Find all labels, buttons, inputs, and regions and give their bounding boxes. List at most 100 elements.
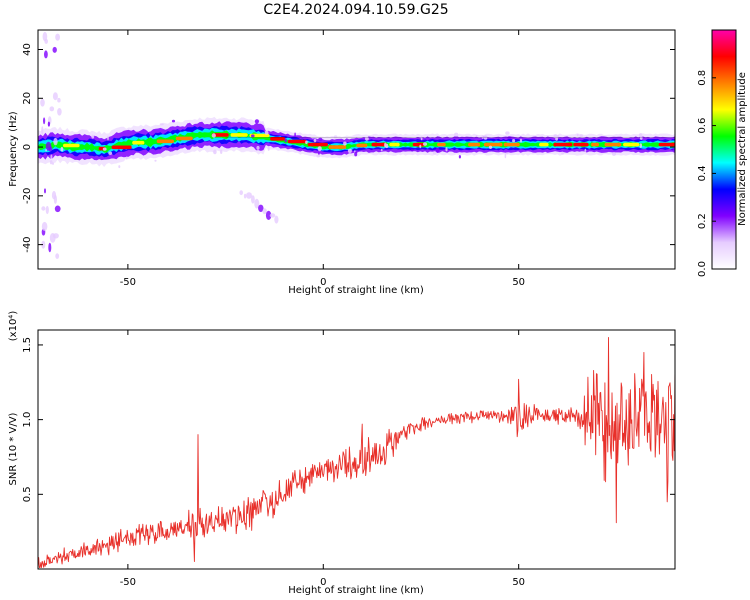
spectrogram-speckle <box>505 131 510 135</box>
snr-x-tick-label: 0 <box>320 577 326 588</box>
spectrogram-ridge-peak <box>307 142 328 147</box>
spectrogram-y-tick-label: 0 <box>22 144 33 150</box>
snr-y-tick-label: 1.5 <box>22 337 33 353</box>
spectrogram-speckle <box>154 159 157 162</box>
snr-x-label: Height of straight line (km) <box>288 585 424 596</box>
spectrogram-x-ticks: -50 0 50 <box>120 30 525 288</box>
spectrogram-speckle <box>507 136 512 140</box>
spectrogram-panel: -50 0 50 -40 -20 0 20 40 Height of straight li… <box>8 29 676 296</box>
spectrogram-speckle <box>365 136 369 141</box>
spectrogram-speckle <box>41 206 46 211</box>
spectrogram-speckle <box>347 148 352 153</box>
spectrogram-speckle <box>264 130 269 135</box>
spectrogram-y-tick-label: 40 <box>22 43 33 56</box>
spectrogram-speckle <box>284 138 287 143</box>
spectrogram-band-4 <box>38 130 675 153</box>
spectrogram-speckle <box>262 208 267 215</box>
spectrogram-ridge-peak <box>175 136 193 141</box>
spectrogram-ridge-peak <box>111 145 132 150</box>
spectrogram-ridge-peak <box>483 142 503 147</box>
spectrogram-ridge-peak <box>623 142 640 147</box>
spectrogram-frame <box>37 29 676 270</box>
colorbar-label: Normalized spectral amplitude <box>737 72 748 226</box>
snr-frame <box>37 329 676 570</box>
colorbar-tick-label: 0.0 <box>697 261 708 277</box>
spectrogram-speckle <box>41 126 44 136</box>
spectrogram-speckle <box>57 108 62 116</box>
snr-x-tick-label: 50 <box>512 577 525 588</box>
spectrogram-speckle <box>239 190 243 196</box>
spectrogram-ridge-peak <box>503 142 520 147</box>
spectrogram-speckle <box>579 134 584 138</box>
spectrogram-ridge-peak <box>63 143 80 148</box>
snr-x-tick-label: -50 <box>120 577 136 588</box>
spectrogram-speckle <box>639 133 643 137</box>
spectrogram-ridge-peak <box>371 142 387 147</box>
spectrogram-speckle <box>45 148 47 152</box>
spectrogram-speckle <box>420 136 423 141</box>
spectrogram-speckle <box>488 145 493 149</box>
spectrogram-ridge-peak <box>211 133 229 137</box>
spectrogram-speckle <box>107 135 109 141</box>
spectrogram-speckle <box>410 149 414 152</box>
spectrogram-speckle <box>672 147 675 150</box>
snr-x-ticks: -50 0 50 <box>120 330 525 588</box>
spectrogram-ridge-peak <box>591 142 599 147</box>
spectrogram-speckle <box>553 134 558 138</box>
spectrogram-speckle <box>639 135 643 140</box>
snr-y-tick-label: 0.5 <box>22 486 33 502</box>
spectrogram-speckle <box>512 139 516 143</box>
spectrogram-ridge-peak <box>356 143 368 148</box>
spectrogram-speckle <box>557 135 560 138</box>
colorbar-tick-label: 0.8 <box>697 70 708 86</box>
spectrogram-speckle <box>251 195 255 204</box>
spectrogram-ridge-peak <box>412 142 425 147</box>
spectrogram-x-tick-label: -50 <box>120 277 136 288</box>
spectrogram-ridge-peak <box>132 140 145 145</box>
spectrogram-marks <box>38 31 675 259</box>
spectrogram-speckle <box>47 121 51 127</box>
spectrogram-speckle <box>432 151 437 155</box>
spectrogram-ridge-peak <box>328 145 347 149</box>
spectrogram-speckle <box>55 253 60 259</box>
spectrogram-speckle <box>171 119 176 123</box>
spectrogram-speckle <box>481 135 484 139</box>
spectrogram-speckle <box>505 152 509 155</box>
snr-y-multiplier: (x10⁴) <box>8 311 19 342</box>
spectrogram-speckle <box>41 240 46 249</box>
spectrogram-ridge-peak <box>573 142 589 147</box>
spectrogram-speckle <box>385 143 389 149</box>
colorbar-ticks: 0.0 0.2 0.4 0.6 0.8 <box>697 70 716 277</box>
spectrogram-ridge-peak <box>230 133 248 137</box>
spectrogram-speckle <box>380 148 383 152</box>
spectrogram-ridge-peak <box>539 142 549 147</box>
spectrogram-speckle <box>317 146 322 152</box>
snr-y-label: SNR (10 * V/V) <box>8 412 19 485</box>
spectrogram-speckle <box>445 147 448 152</box>
spectrogram-speckle <box>213 149 217 155</box>
spectrogram-speckle <box>254 119 259 124</box>
spectrogram-speckle <box>102 147 107 151</box>
spectrogram-speckle <box>256 145 260 150</box>
spectrogram-speckle <box>211 133 216 138</box>
spectrogram-speckle <box>316 154 321 158</box>
spectrogram-speckle <box>504 153 507 159</box>
spectrogram-speckle <box>254 198 260 209</box>
spectrogram-speckle <box>44 50 48 59</box>
snr-marks <box>38 337 675 568</box>
spectrogram-speckle <box>108 151 113 155</box>
colorbar-tick-label: 0.2 <box>697 213 708 229</box>
spectrogram-ridge-peak <box>658 142 675 147</box>
spectrogram-speckle <box>333 135 338 139</box>
spectrogram-speckle <box>53 137 58 146</box>
colorbar-tick-label: 0.6 <box>697 118 708 134</box>
snr-panel: -50 0 50 0.5 1.0 1.5 Height of straight line… <box>8 311 676 596</box>
spectrogram-ridge-peak <box>287 139 307 144</box>
spectrogram-speckle <box>267 146 270 151</box>
colorbar: 0.0 0.2 0.4 0.6 0.8 Normalized spectral ampl… <box>697 29 748 277</box>
spectrogram-speckle <box>313 138 317 143</box>
spectrogram-speckle <box>423 142 427 146</box>
spectrogram-ridge-peak <box>389 142 400 147</box>
spectrogram-speckle <box>45 141 52 151</box>
